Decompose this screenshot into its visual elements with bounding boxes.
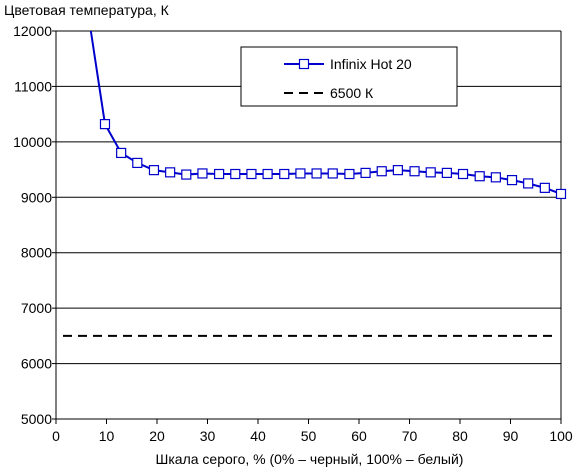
y-tick-label-7000: 7000 [21,300,52,316]
data-point-marker [490,172,501,183]
data-point-marker [474,171,485,182]
data-point-marker [116,147,127,159]
data-series [63,30,567,337]
y-tick-label-10000: 10000 [13,134,52,150]
x-tick-label-10: 10 [99,428,115,444]
data-point-marker [555,188,567,200]
data-point-marker [279,168,290,180]
data-point-marker [409,166,420,177]
y-tick-label-8000: 8000 [21,245,52,261]
data-point-marker [214,168,225,180]
data-point-marker [344,168,355,180]
data-point-marker [311,168,322,179]
x-tick-label-70: 70 [402,428,418,444]
data-point-marker [360,167,371,178]
data-point-marker [327,168,338,179]
legend: Infinix Hot 20 6500 К [240,46,458,107]
legend-marker-infinix-hot-20 [298,58,310,70]
x-tick-label-80: 80 [452,428,468,444]
data-point-marker [457,168,469,180]
x-tick-label-90: 90 [503,428,519,444]
data-point-marker [539,182,550,193]
x-tick-label-40: 40 [250,428,266,444]
x-tick-label-60: 60 [351,428,367,444]
data-point-marker [246,168,257,180]
legend-label-6500k: 6500 К [330,85,374,101]
data-point-marker [165,167,176,178]
y-tick-label-9000: 9000 [21,189,52,205]
data-point-marker [523,178,534,189]
x-axis-ticks: 0 10 20 30 40 50 60 70 80 90 100 [52,419,573,444]
y-tick-label-6000: 6000 [21,356,52,372]
x-axis-title: Шкала серого, % (0% – черный, 100% – бел… [156,451,464,467]
data-point-marker [376,166,387,177]
data-point-marker [262,168,273,180]
data-point-marker [230,168,241,180]
x-tick-label-100: 100 [549,428,573,444]
y-axis-ticks: 5000 6000 7000 8000 9000 10000 11000 12000 [13,23,56,427]
data-point-marker [181,169,192,180]
legend-box [240,46,458,107]
data-point-marker [295,168,306,179]
x-tick-label-50: 50 [301,428,317,444]
data-point-marker [425,167,436,178]
legend-label-infinix-hot-20: Infinix Hot 20 [330,56,412,72]
x-tick-label-30: 30 [200,428,216,444]
data-point-marker [99,119,111,130]
data-point-marker [148,165,160,176]
data-point-marker [441,167,452,178]
y-axis-title: Цветовая температура, К [4,2,170,18]
data-point-marker [197,168,208,179]
y-tick-label-12000: 12000 [13,23,52,39]
data-point-marker [392,165,403,176]
data-point-marker [132,157,143,169]
y-tick-label-5000: 5000 [21,411,52,427]
data-point-marker [506,175,518,186]
x-tick-label-0: 0 [52,428,60,444]
x-tick-label-20: 20 [149,428,165,444]
y-tick-label-11000: 11000 [14,78,52,94]
